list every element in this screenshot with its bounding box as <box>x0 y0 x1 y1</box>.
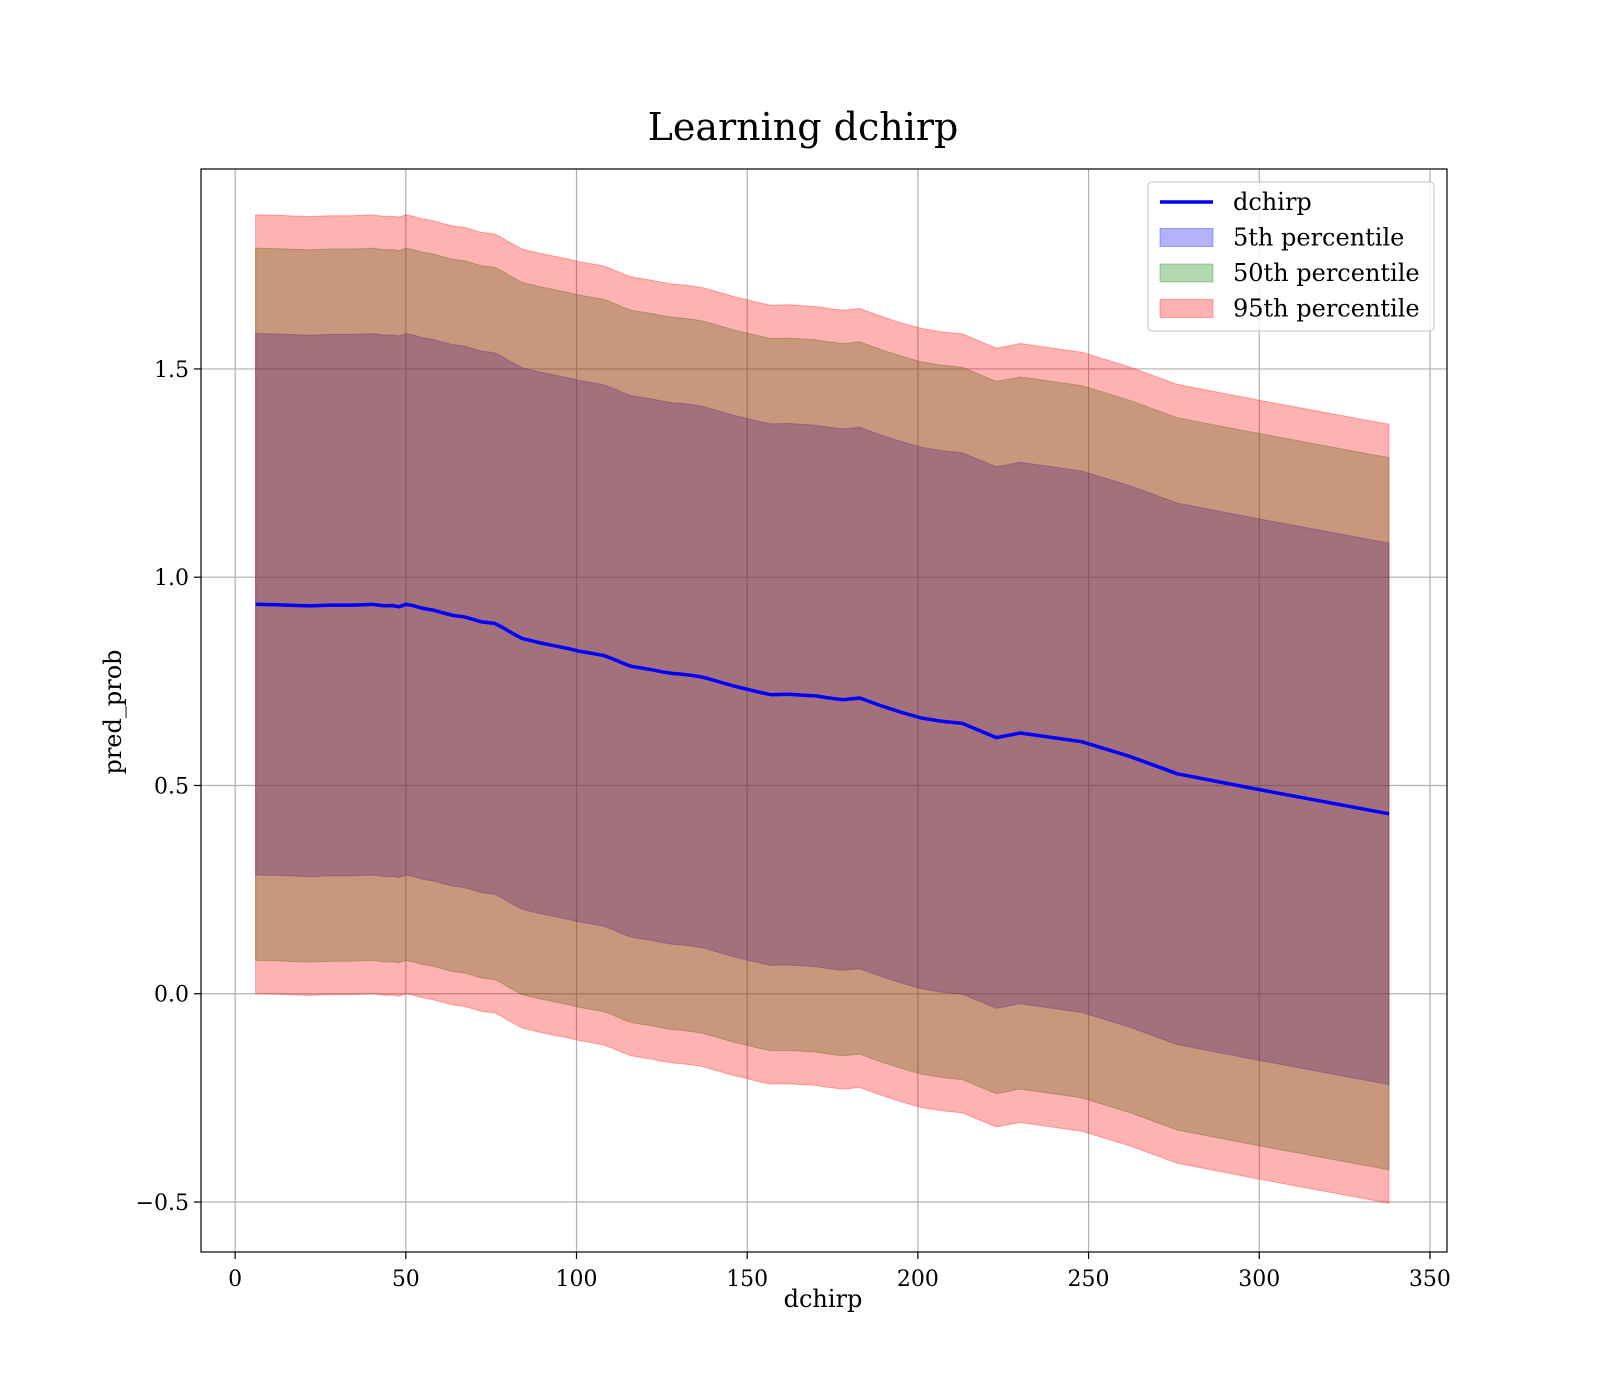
x-tick-label: 100 <box>556 1267 598 1292</box>
series-line-dchirp <box>255 602 1390 816</box>
x-tick-label: 350 <box>1409 1267 1451 1292</box>
x-tick-label: 50 <box>392 1267 420 1292</box>
x-ticks: 0 50 100 150 200 250 300 350 <box>228 1252 1451 1292</box>
band-50th-percentile <box>255 247 1390 1171</box>
y-tick-label: −0.5 <box>136 1191 189 1216</box>
y-tick-label: 1.0 <box>154 566 189 591</box>
legend-swatch-5th-percentile <box>1159 228 1214 247</box>
legend-label-dchirp: dchirp <box>1233 188 1312 216</box>
legend-swatch-50th-percentile <box>1159 263 1214 283</box>
y-axis-title: pred_prob <box>99 649 127 774</box>
x-tick-label: 200 <box>897 1267 939 1292</box>
legend-label-95th-percentile: 95th percentile <box>1233 295 1420 323</box>
y-tick-label: 0.5 <box>154 774 189 799</box>
legend-swatch-95th-percentile <box>1159 299 1214 318</box>
x-axis-title: dchirp <box>784 1285 863 1313</box>
legend: dchirp 5th percentile 50th percentile 95th … <box>1147 181 1435 332</box>
legend-items: dchirp 5th percentile 50th percentile 95th … <box>1159 188 1420 323</box>
plot-frame <box>200 168 1448 1253</box>
line-layer <box>255 602 1390 816</box>
x-tick-label: 300 <box>1238 1267 1280 1292</box>
band-95th-percentile <box>255 214 1390 1204</box>
y-tick-label: 0.0 <box>154 983 189 1008</box>
grid-layer <box>201 169 1447 1252</box>
x-tick-label: 250 <box>1068 1267 1110 1292</box>
legend-label-5th-percentile: 5th percentile <box>1233 224 1404 252</box>
x-tick-label: 0 <box>228 1267 242 1292</box>
chart-title: Learning dchirp <box>648 105 959 149</box>
band-layer <box>255 214 1390 1204</box>
legend-box <box>1147 181 1435 332</box>
y-tick-label: 1.5 <box>154 358 189 383</box>
x-tick-label: 150 <box>726 1267 768 1292</box>
legend-label-50th-percentile: 50th percentile <box>1233 259 1420 287</box>
band-5th-percentile <box>255 332 1390 1086</box>
y-ticks: −0.5 0.0 0.5 1.0 1.5 <box>136 358 201 1216</box>
